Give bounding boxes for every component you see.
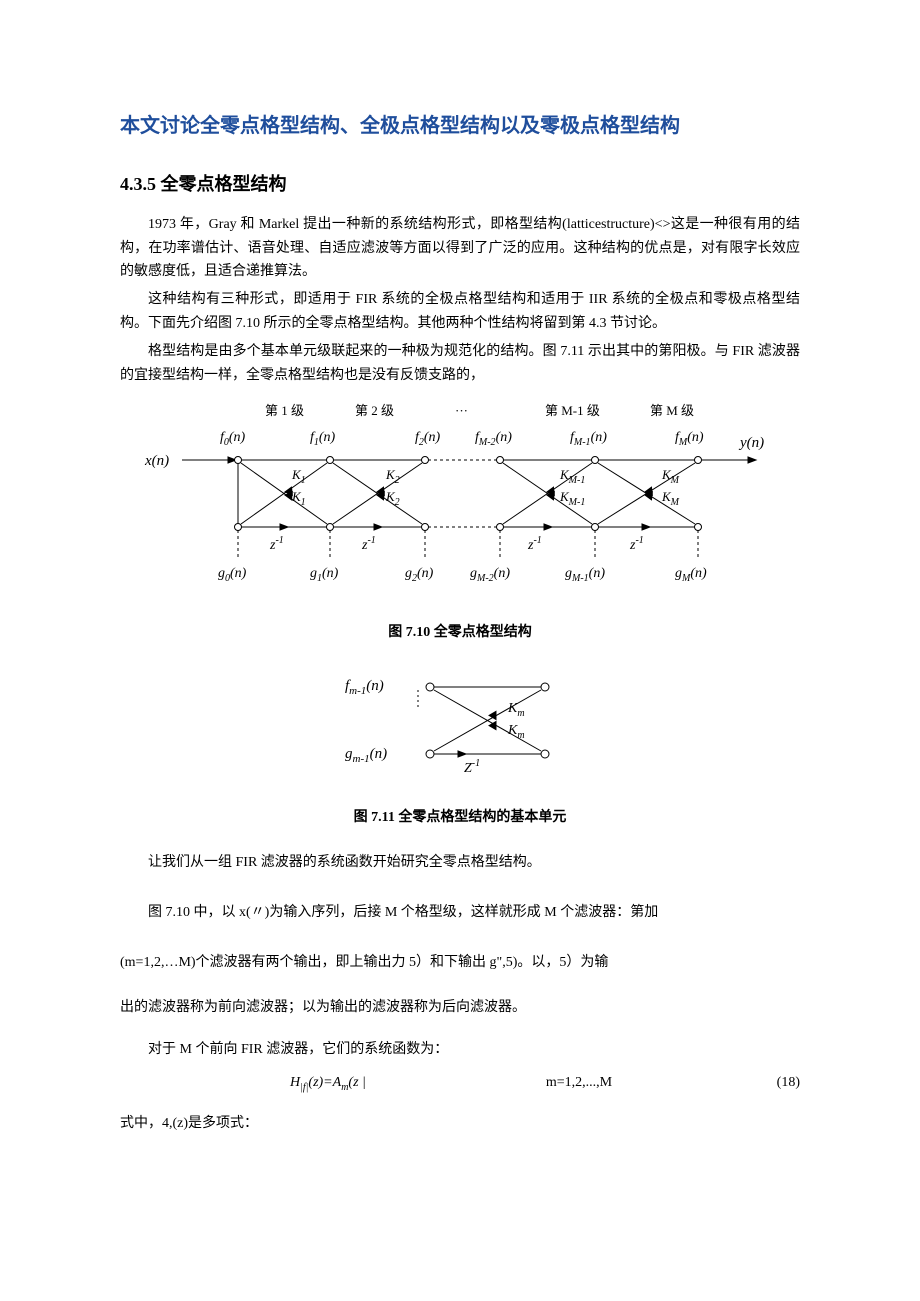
svg-text:Km: Km bbox=[507, 701, 525, 719]
svg-text:···: ··· bbox=[455, 403, 468, 418]
paragraph-6: (m=1,2,…M)个滤波器有两个输出，即上输出力 5）和下输出 g",5)。以… bbox=[120, 951, 800, 975]
svg-text:KM: KM bbox=[661, 489, 680, 508]
svg-text:gM-1(n): gM-1(n) bbox=[565, 566, 605, 584]
svg-text:K1: K1 bbox=[291, 489, 306, 508]
svg-text:K2: K2 bbox=[385, 489, 400, 508]
svg-text:gm-1(n): gm-1(n) bbox=[345, 746, 387, 765]
svg-text:z-1: z-1 bbox=[527, 535, 542, 553]
svg-text:第 2 级: 第 2 级 bbox=[355, 403, 394, 418]
svg-text:Z-1: Z-1 bbox=[464, 758, 480, 776]
svg-text:z-1: z-1 bbox=[361, 535, 376, 553]
paragraph-3: 格型结构是由多个基本单元级联起来的一种极为规范化的结构。图 7.11 示出其中的… bbox=[120, 340, 800, 388]
lattice-diagram-full: 第 1 级 第 2 级 ··· 第 M-1 级 第 M 级 x(n) f0(n)… bbox=[140, 397, 780, 597]
eq18-num: (18) bbox=[777, 1072, 800, 1094]
svg-text:x(n): x(n) bbox=[144, 453, 169, 469]
svg-text:第 M 级: 第 M 级 bbox=[650, 403, 694, 418]
svg-text:z-1: z-1 bbox=[629, 535, 644, 553]
paragraph-7: 出的滤波器称为前向滤波器；以为输出的滤波器称为后向滤波器。 bbox=[120, 996, 800, 1020]
page: 本文讨论全零点格型结构、全极点格型结构以及零极点格型结构 4.3.5 全零点格型… bbox=[0, 0, 920, 1220]
svg-text:第 M-1 级: 第 M-1 级 bbox=[545, 403, 600, 418]
paragraph-2: 这种结构有三种形式，即适用于 FIR 系统的全极点格型结构和适用于 IIR 系统… bbox=[120, 288, 800, 336]
paragraph-9: 式中，4,(z)是多项式： bbox=[120, 1112, 800, 1136]
paragraph-4: 让我们从一组 FIR 滤波器的系统函数开始研究全零点格型结构。 bbox=[120, 851, 800, 875]
section-heading: 4.3.5 全零点格型结构 bbox=[120, 170, 800, 199]
svg-text:第 1 级: 第 1 级 bbox=[265, 403, 304, 418]
svg-text:z-1: z-1 bbox=[269, 535, 284, 553]
svg-text:f2(n): f2(n) bbox=[415, 430, 441, 448]
paragraph-5: 图 7.10 中，以 x(〃)为输入序列，后接 M 个格型级，这样就形成 M 个… bbox=[120, 901, 800, 925]
svg-text:f0(n): f0(n) bbox=[220, 430, 246, 448]
svg-text:g2(n): g2(n) bbox=[405, 566, 434, 584]
figure-7-11-caption: 图 7.11 全零点格型结构的基本单元 bbox=[120, 807, 800, 829]
figure-7-10-caption: 图 7.10 全零点格型结构 bbox=[120, 622, 800, 644]
svg-text:fM-1(n): fM-1(n) bbox=[570, 430, 607, 448]
svg-text:KM-1: KM-1 bbox=[559, 489, 585, 508]
lattice-diagram-unit: fm-1(n) gm-1(n) Km Km Z-1 bbox=[330, 662, 590, 782]
equation-18: H|f|(z)=Am(z | m=1,2,...,M (18) bbox=[120, 1072, 800, 1096]
paragraph-1: 1973 年，Gray 和 Markel 提出一种新的系统结构形式，即格型结构(… bbox=[120, 213, 800, 284]
svg-text:gM-2(n): gM-2(n) bbox=[470, 566, 510, 584]
eq18-rhs: m=1,2,...,M bbox=[546, 1072, 612, 1094]
svg-text:g0(n): g0(n) bbox=[218, 566, 247, 584]
svg-text:fM-2(n): fM-2(n) bbox=[475, 430, 512, 448]
svg-text:y(n): y(n) bbox=[738, 435, 764, 451]
figure-7-11: fm-1(n) gm-1(n) Km Km Z-1 bbox=[120, 662, 800, 790]
svg-text:fM(n): fM(n) bbox=[675, 430, 704, 448]
figure-7-10: 第 1 级 第 2 级 ··· 第 M-1 级 第 M 级 x(n) f0(n)… bbox=[120, 397, 800, 605]
svg-text:fm-1(n): fm-1(n) bbox=[345, 678, 384, 697]
paragraph-8: 对于 M 个前向 FIR 滤波器，它们的系统函数为： bbox=[120, 1038, 800, 1062]
svg-text:f1(n): f1(n) bbox=[310, 430, 336, 448]
eq18-lhs: H|f|(z)=Am(z | bbox=[290, 1072, 366, 1096]
doc-title: 本文讨论全零点格型结构、全极点格型结构以及零极点格型结构 bbox=[120, 110, 800, 142]
svg-text:g1(n): g1(n) bbox=[310, 566, 339, 584]
svg-text:gM(n): gM(n) bbox=[675, 566, 707, 584]
svg-text:Km: Km bbox=[507, 723, 525, 741]
